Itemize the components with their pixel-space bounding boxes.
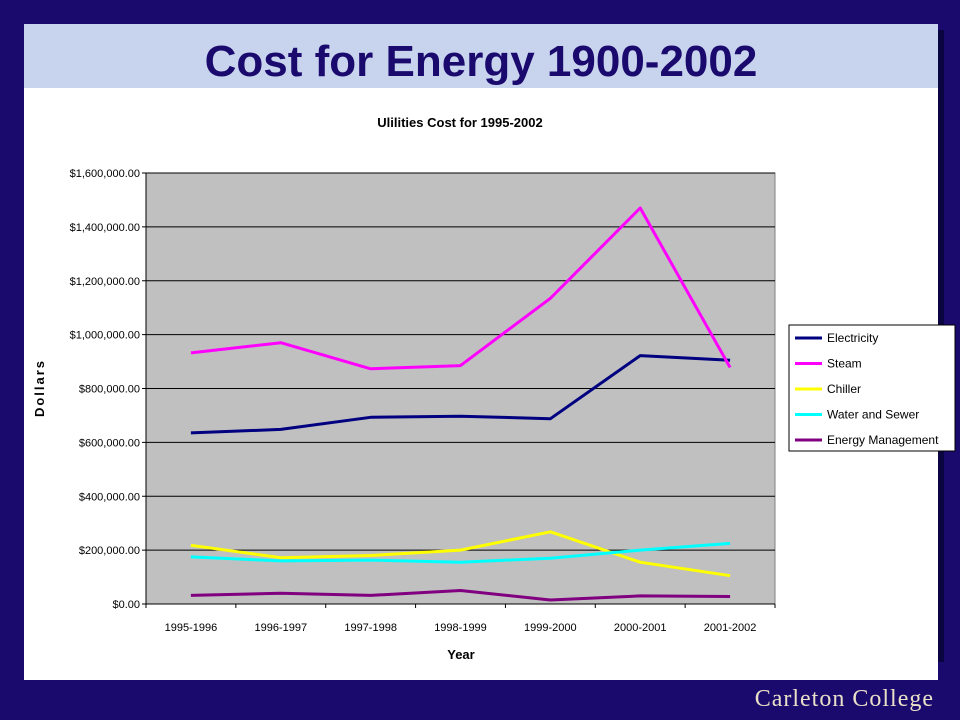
legend-label: Electricity (827, 331, 878, 345)
legend-label: Energy Management (827, 433, 939, 447)
legend-items: Electricity Steam Chiller Water and Sewer En… (795, 331, 939, 447)
series-line-chiller (190, 530, 731, 578)
title-band (24, 24, 938, 88)
x-tick-label: 1999-2000 (524, 622, 577, 634)
series-line-energy-management (190, 589, 731, 602)
legend-label: Steam (827, 357, 862, 371)
y-tick-label: $1,000,000.00 (70, 330, 140, 342)
y-tick-label: $600,000.00 (79, 437, 140, 449)
slide-title: Cost for Energy 1900-2002 (204, 37, 758, 86)
axes: $0.00 $200,000.00 $400,000.00 $600,000.00 $8… (70, 168, 776, 634)
y-tick-label: $1,200,000.00 (70, 276, 140, 288)
y-tick-label: $400,000.00 (79, 491, 140, 503)
x-tick-label: 1996-1997 (254, 622, 307, 634)
y-tick-label: $1,600,000.00 (70, 168, 140, 180)
footer-college-name: Carleton College (754, 686, 934, 712)
legend: Electricity Steam Chiller Water and Sewer En… (788, 324, 956, 452)
x-tick-label: 1995-1996 (165, 622, 218, 634)
series-line-steam (190, 206, 732, 371)
chart-title: Ulilities Cost for 1995-2002 (377, 115, 542, 130)
series-line-electricity (190, 354, 731, 435)
series-lines (190, 206, 732, 602)
x-axis-title: Year (447, 647, 474, 662)
legend-label: Chiller (827, 382, 861, 396)
y-tick-label: $0.00 (112, 599, 140, 611)
x-tick-label: 2000-2001 (614, 622, 667, 634)
x-tick-label: 1998-1999 (434, 622, 487, 634)
gridlines (146, 172, 775, 551)
legend-label: Water and Sewer (827, 408, 919, 422)
x-tick-label: 2001-2002 (704, 622, 757, 634)
y-tick-label: $1,400,000.00 (70, 222, 140, 234)
x-tick-label: 1997-1998 (344, 622, 397, 634)
y-axis-title: Dollars (32, 359, 47, 417)
series-line-water-and-sewer (190, 541, 731, 564)
y-tick-label: $200,000.00 (79, 545, 140, 557)
y-tick-label: $800,000.00 (79, 384, 140, 396)
